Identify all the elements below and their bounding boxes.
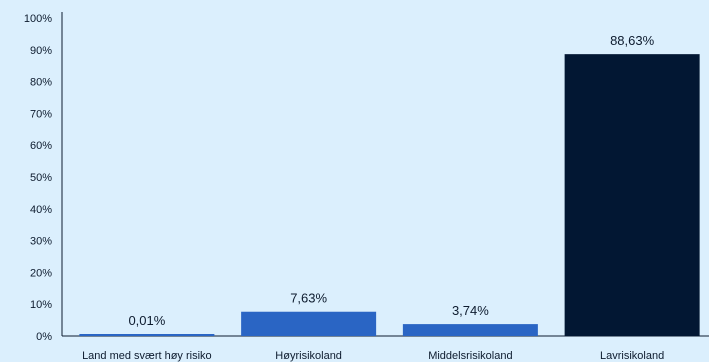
y-axis-ticks: 0% 10% 20% 30% 40% 50% 60% 70% 80% 90% 100%	[24, 13, 52, 343]
bars-group: 0,01% 7,63% 3,74% 88,63%	[79, 33, 700, 336]
y-tick-label: 10%	[30, 299, 52, 311]
y-tick-label: 80%	[30, 77, 52, 89]
y-tick-label: 30%	[30, 236, 52, 248]
y-tick-label: 20%	[30, 267, 52, 279]
y-tick-label: 50%	[30, 172, 52, 184]
y-tick-label: 0%	[36, 331, 52, 343]
data-label: 88,63%	[610, 33, 655, 48]
bar	[241, 311, 377, 336]
category-labels: Land med svært høy risiko Høyrisikoland Mi…	[82, 350, 664, 362]
category-label: Høyrisikoland	[275, 350, 342, 362]
y-tick-label: 90%	[30, 45, 52, 57]
data-label: 3,74%	[452, 303, 489, 318]
bar	[79, 334, 215, 336]
y-tick-label: 100%	[24, 13, 52, 25]
y-tick-label: 60%	[30, 140, 52, 152]
y-tick-label: 70%	[30, 108, 52, 120]
bar	[564, 54, 700, 336]
data-label: 7,63%	[290, 291, 327, 306]
data-label: 0,01%	[128, 313, 165, 328]
category-label: Lavrisikoland	[600, 350, 664, 362]
y-tick-label: 40%	[30, 204, 52, 216]
category-label: Middelsrisikoland	[428, 350, 512, 362]
category-label: Land med svært høy risiko	[82, 350, 212, 362]
bar	[402, 324, 538, 336]
